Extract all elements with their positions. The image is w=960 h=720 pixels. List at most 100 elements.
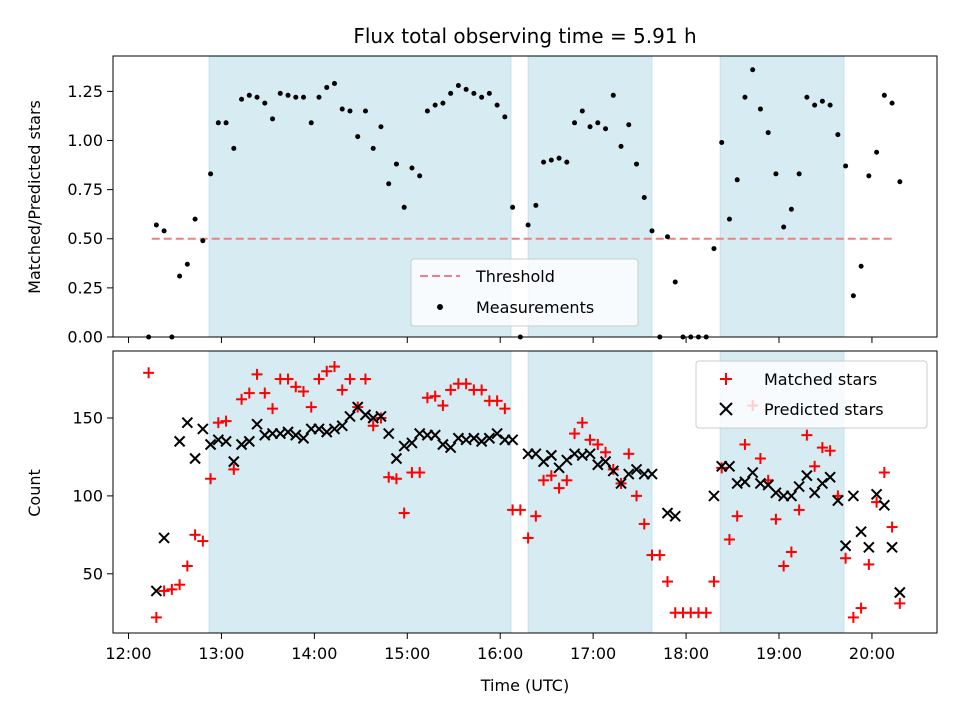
matched-star-point — [437, 400, 449, 412]
predicted-star-point — [204, 438, 217, 451]
xtick-label: 18:00 — [663, 644, 709, 663]
predicted-star-point — [584, 448, 596, 460]
xtick-label: 15:00 — [384, 644, 430, 663]
measurement-point — [556, 155, 562, 161]
matched-star-point — [460, 378, 472, 390]
measurement-point — [215, 120, 221, 126]
measurement-point — [184, 261, 190, 267]
measurement-point — [393, 161, 399, 167]
predicted-star-point — [382, 427, 395, 440]
measurement-point — [641, 194, 647, 200]
matched-star-point — [731, 510, 743, 522]
bottom-shaded-interval — [208, 350, 512, 634]
measurement-point — [486, 90, 492, 96]
xtick-label: 16:00 — [477, 644, 523, 663]
measurement-point — [897, 179, 903, 185]
top-ytick-label: 1.25 — [67, 82, 103, 101]
matched-star-point — [328, 361, 340, 373]
predicted-star-point — [429, 429, 441, 441]
matched-star-point — [491, 395, 503, 407]
matched-star-point — [282, 373, 294, 385]
matched-star-point — [855, 602, 867, 614]
predicted-star-point — [290, 429, 302, 441]
x-axis-label: Time (UTC) — [480, 676, 569, 695]
measurement-point — [626, 122, 632, 128]
measurement-point — [819, 98, 825, 104]
matched-star-point — [863, 558, 875, 570]
top-axes-frame — [112, 55, 938, 338]
measurement-point — [595, 120, 601, 126]
top-legend-frame — [410, 258, 639, 327]
predicted-star-point — [313, 423, 325, 435]
matched-star-point — [220, 415, 232, 427]
measurement-point — [308, 120, 314, 126]
predicted-star-point — [592, 459, 604, 471]
chart-title: Flux total observing time = 5.91 h — [353, 24, 696, 48]
predicted-star-point — [468, 432, 480, 444]
matched-star-point — [878, 467, 890, 479]
measurement-point — [572, 120, 578, 126]
measurement-point — [579, 108, 585, 114]
predicted-star-point — [220, 435, 232, 448]
measurement-point — [448, 90, 454, 96]
measurement-point — [161, 228, 167, 234]
xtick-label: 13:00 — [198, 644, 244, 663]
matched-star-point — [236, 393, 248, 405]
matched-star-point — [522, 532, 534, 544]
predicted-star-point — [173, 435, 186, 448]
predicted-star-point — [561, 454, 573, 466]
measurement-point — [316, 94, 322, 100]
measurement-point — [277, 90, 283, 96]
matched-star-point — [600, 446, 612, 458]
measurement-point — [533, 202, 539, 208]
measurement-point — [494, 102, 500, 108]
predicted-star-point — [615, 477, 627, 490]
measurement-point — [471, 90, 477, 96]
matched-star-point — [638, 518, 650, 530]
measurement-point — [796, 171, 802, 177]
measurement-point — [541, 159, 547, 165]
predicted-star-point — [878, 499, 891, 511]
matched-star-point — [538, 474, 550, 486]
matched-star-point — [623, 448, 635, 460]
predicted-star-point — [669, 510, 681, 522]
measurement-point — [525, 222, 531, 228]
matched-star-point — [700, 607, 712, 619]
predicted-star-point — [886, 541, 898, 554]
measurement-point — [734, 177, 740, 183]
measurement-point — [362, 108, 368, 114]
predicted-star-point — [282, 426, 294, 438]
measurement-point — [664, 234, 670, 240]
matched-star-point — [793, 504, 805, 516]
legend-predicted-marker — [719, 402, 733, 416]
matched-star-point — [723, 534, 735, 546]
matched-star-point — [445, 384, 457, 396]
matched-star-point — [344, 373, 356, 385]
matched-star-point — [847, 611, 859, 623]
measurement-point — [239, 96, 245, 102]
matched-star-point — [569, 428, 581, 440]
predicted-star-point — [437, 438, 449, 451]
measurement-point — [827, 102, 833, 108]
matched-star-point — [801, 429, 813, 441]
predicted-star-point — [661, 507, 674, 519]
predicted-star-point — [251, 418, 263, 430]
matched-star-point — [251, 368, 263, 380]
matched-star-point — [545, 470, 557, 482]
measurement-point — [417, 173, 423, 179]
measurement-point — [401, 204, 407, 210]
predicted-star-point — [723, 460, 736, 472]
matched-star-point — [158, 585, 170, 597]
matched-star-point — [398, 507, 410, 519]
measurement-point — [564, 159, 570, 165]
xtick-label: 14:00 — [291, 644, 337, 663]
matched-star-point — [631, 490, 643, 502]
predicted-star-point — [390, 452, 403, 465]
predicted-star-point — [623, 468, 635, 480]
measurement-point — [502, 114, 508, 120]
predicted-star-point — [630, 463, 643, 476]
measurement-point — [773, 171, 779, 177]
xtick-label: 12:00 — [105, 644, 151, 663]
predicted-star-point — [870, 488, 883, 501]
predicted-star-point — [243, 435, 256, 448]
